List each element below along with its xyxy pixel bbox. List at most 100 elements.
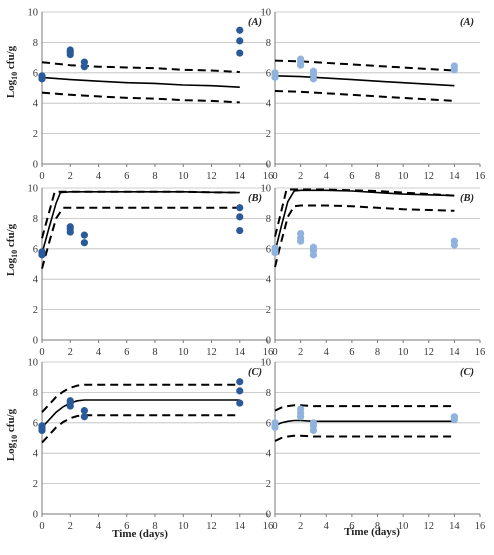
panel-6-label: (C) — [460, 367, 474, 378]
panel-3-label: (B) — [248, 193, 262, 204]
panel-4-y-tick-label: 10 — [261, 184, 272, 195]
panel-5-data-point — [80, 407, 88, 415]
panel-1-data-point — [66, 46, 74, 54]
x-axis-title-left: Time (days) — [112, 528, 168, 540]
panel-4-x-tick-label: 14 — [449, 347, 460, 358]
panel-6-y-tick-label: 4 — [266, 449, 272, 460]
panel-4-x-tick-label: 10 — [398, 347, 409, 358]
panel-6-data-point — [309, 419, 318, 427]
panel-1-label: (A) — [248, 17, 262, 28]
panel-5-x-tick-label: 4 — [96, 521, 102, 532]
panel-1-y-tick-label: 8 — [33, 38, 38, 49]
panel-3-y-tick-label: 4 — [33, 275, 39, 286]
panel-2-data-point — [297, 55, 305, 63]
panel-6-x-tick-label: 4 — [324, 521, 330, 532]
panel-1-x-tick-label: 8 — [152, 171, 157, 182]
panel-1-data-point — [236, 49, 244, 57]
panel-4-predicted-line — [274, 189, 455, 252]
panel-2-x-tick-label: 6 — [349, 171, 354, 182]
panel-2-upper-bound-line — [274, 59, 455, 72]
panel-6-upper-bound-line — [274, 404, 455, 412]
panel-6-x-tick-label: 2 — [298, 521, 303, 532]
panel-6-x-tick-label: 8 — [375, 521, 380, 532]
panel-2-x-tick-label: 4 — [324, 171, 330, 182]
panel-2-x-tick-label: 12 — [424, 171, 435, 182]
panel-2-y-tick-label: 0 — [266, 160, 271, 171]
panel-2-x-tick-label: 16 — [475, 171, 486, 182]
panel-5-data-point — [66, 397, 74, 405]
panel-4-data-point — [297, 230, 305, 238]
panel-2-x-tick-label: 8 — [375, 171, 380, 182]
panel-4-x-tick-label: 2 — [298, 347, 303, 358]
panel-4-lower-bound-line — [274, 204, 455, 268]
panel-5-y-tick-label: 6 — [33, 418, 38, 429]
panel-2-lower-bound-line — [274, 90, 455, 102]
panel-2-data-point — [271, 69, 279, 77]
panel-6-y-tick-label: 8 — [266, 388, 271, 399]
panel-2-x-tick-label: 2 — [298, 171, 303, 182]
panel-3-x-tick-label: 12 — [206, 347, 217, 358]
panel-2-x-tick-label: 0 — [272, 171, 277, 182]
panel-5-x-tick-label: 12 — [206, 521, 217, 532]
panel-3-x-tick-label: 16 — [263, 347, 274, 358]
panel-3-x-tick-label: 0 — [39, 347, 44, 358]
panel-6-data-point — [271, 419, 279, 427]
panel-6-x-tick-label: 16 — [475, 521, 486, 532]
panel-1-y-tick-label: 0 — [33, 160, 38, 171]
panel-6-x-tick-label: 12 — [424, 521, 435, 532]
panel-5-x-tick-label: 10 — [178, 521, 189, 532]
panel-4-data-point — [309, 243, 318, 251]
panel-5-data-point — [236, 399, 244, 407]
panel-1-y-tick-label: 2 — [33, 129, 38, 140]
panel-3-y-tick-label: 2 — [33, 305, 38, 316]
panel-5-label: (C) — [248, 367, 262, 378]
panel-2-y-tick-label: 10 — [261, 8, 272, 19]
panel-5-upper-bound-line — [41, 383, 240, 413]
panel-2-y-tick-label: 4 — [266, 99, 272, 110]
panel-4-label: (B) — [460, 193, 474, 204]
panel-2-data-point — [309, 67, 318, 75]
panel-5-x-tick-label: 6 — [124, 521, 129, 532]
panel-1-data-point — [38, 72, 46, 80]
panel-4-x-tick-label: 16 — [475, 347, 486, 358]
panel-1-data-point — [236, 37, 244, 45]
panel-2-y-tick-label: 8 — [266, 38, 271, 49]
panel-1-data-point — [80, 58, 88, 66]
panel-2-x-tick-label: 10 — [398, 171, 409, 182]
panel-5-data-point — [80, 413, 88, 421]
panel-3-x-tick-label: 10 — [178, 347, 189, 358]
panel-5-x-tick-label: 8 — [152, 521, 157, 532]
panel-6-x-tick-label: 6 — [349, 521, 354, 532]
panel-3-data-point — [80, 231, 88, 239]
panel-3-data-point — [236, 226, 244, 235]
y-axis-title-A: Log10 cfu/g — [5, 45, 19, 98]
panel-1-x-tick-label: 16 — [263, 171, 274, 182]
panel-3-data-point — [66, 223, 74, 231]
panel-1-data-point — [236, 26, 244, 34]
panel-3-x-tick-label: 6 — [124, 347, 129, 358]
panel-1-x-tick-label: 12 — [206, 171, 217, 182]
panel-3-lower-bound-line — [41, 206, 240, 269]
panel-4-data-point — [450, 237, 458, 245]
panel-5-y-tick-label: 0 — [33, 510, 38, 521]
panel-1-x-tick-label: 0 — [39, 171, 44, 182]
panel-5-y-tick-label: 10 — [28, 358, 39, 369]
panel-6-data-point — [450, 413, 458, 421]
panel-3-x-tick-label: 2 — [68, 347, 73, 358]
panel-3-y-tick-label: 6 — [33, 244, 38, 255]
panel-4-y-tick-label: 4 — [266, 275, 272, 286]
panel-1-x-tick-label: 10 — [178, 171, 189, 182]
panel-1-y-tick-label: 4 — [33, 99, 39, 110]
panel-1-upper-bound-line — [41, 61, 240, 73]
panel-5-lower-bound-line — [41, 414, 240, 444]
panel-2-label: (A) — [460, 17, 474, 28]
x-axis-title-right: Time (days) — [344, 526, 400, 538]
panel-5-data-point — [236, 378, 244, 386]
panel-6-data-point — [297, 405, 305, 413]
panel-2-data-point — [450, 62, 458, 70]
panel-3-data-point — [236, 213, 244, 221]
panel-4-y-tick-label: 8 — [266, 214, 271, 225]
panel-1-x-tick-label: 2 — [68, 171, 73, 182]
panel-3-x-tick-label: 8 — [152, 347, 157, 358]
